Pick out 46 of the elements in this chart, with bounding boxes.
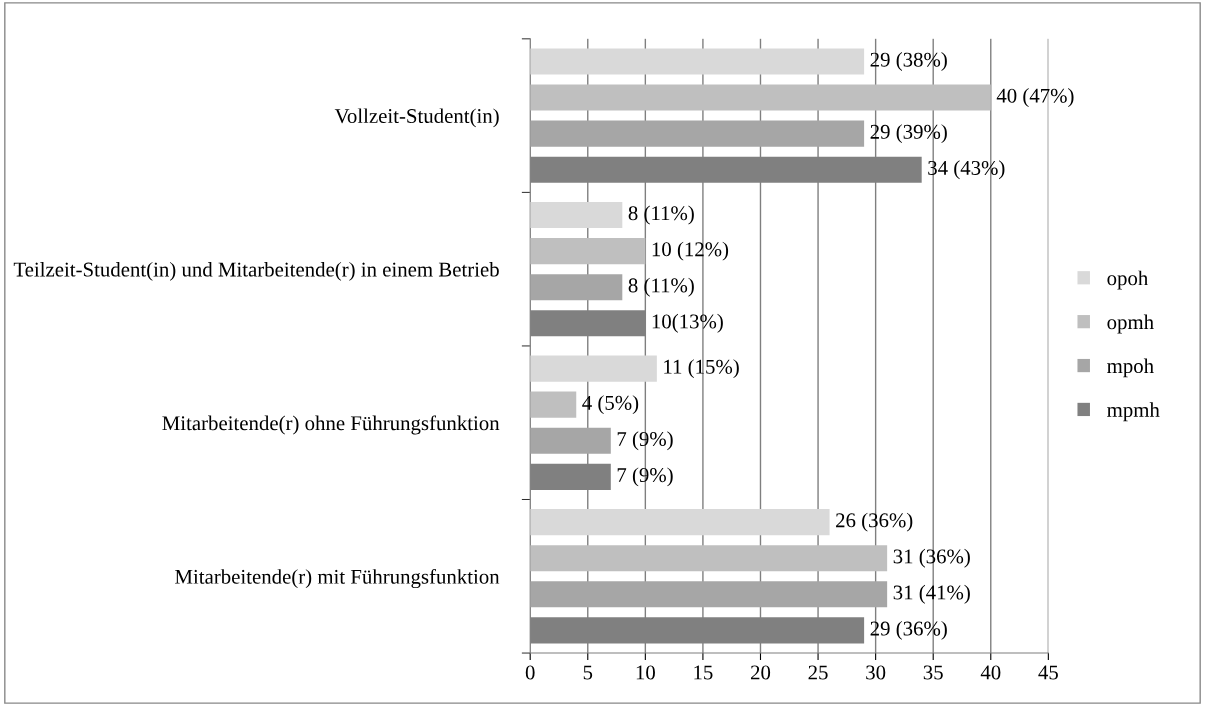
data-label: 10 (12%) xyxy=(652,241,729,261)
y-tick-label: Vollzeit-Student(in) xyxy=(334,108,499,128)
data-label: 34 (43%) xyxy=(928,160,1005,180)
bar xyxy=(530,391,577,418)
x-tick-label: 10 xyxy=(636,665,655,680)
x-tick-label: 35 xyxy=(923,665,943,680)
x-tick-label: 5 xyxy=(583,665,593,680)
x-tick-label: 30 xyxy=(866,665,886,680)
data-label: 4 (5%) xyxy=(582,395,639,415)
data-label: 26 (36%) xyxy=(836,512,913,532)
bar xyxy=(530,509,830,536)
data-label: 29 (39%) xyxy=(870,124,947,144)
y-tick-label: Mitarbeitende(r) mit Führungsfunktion xyxy=(175,568,500,589)
legend-label: mpmh xyxy=(1107,402,1160,422)
bar xyxy=(530,355,657,382)
x-tick-label: 15 xyxy=(694,665,713,680)
data-label: 31 (36%) xyxy=(893,548,970,568)
data-label: 31 (41%) xyxy=(893,584,970,604)
x-tick-label: 0 xyxy=(525,665,535,680)
y-tick-label: Teilzeit-Student(in) und Mitarbeitende(r) in einem Betrieb xyxy=(13,261,499,281)
bar xyxy=(530,84,991,111)
bar xyxy=(530,48,865,75)
data-label: 8 (11%) xyxy=(628,277,694,297)
data-label: 29 (38%) xyxy=(870,52,947,71)
data-label: 7 (9%) xyxy=(617,431,673,451)
data-label: 7 (9%) xyxy=(617,467,673,487)
data-label: 10(13%) xyxy=(652,313,723,333)
bar xyxy=(530,201,623,229)
bar xyxy=(530,274,623,301)
bar xyxy=(530,238,646,265)
bar xyxy=(530,545,888,572)
x-tick-label: 25 xyxy=(808,665,828,680)
bar xyxy=(530,427,611,454)
x-tick-label: 40 xyxy=(980,665,1001,680)
bar xyxy=(530,581,888,608)
legend-label: opoh xyxy=(1107,270,1149,290)
legend-label: mpoh xyxy=(1107,358,1154,378)
data-label: 40 (47%) xyxy=(996,88,1074,108)
data-label: 8 (11%) xyxy=(628,205,694,225)
data-label: 29 (36%) xyxy=(870,620,947,640)
x-tick-label: 20 xyxy=(750,665,771,680)
legend-label: opmh xyxy=(1107,314,1154,334)
y-tick-label: Mitarbeitende(r) ohne Führungsfunktion xyxy=(162,415,500,435)
x-tick-label: 45 xyxy=(1038,665,1058,680)
bar xyxy=(530,120,865,147)
data-label: 11 (15%) xyxy=(664,359,739,379)
